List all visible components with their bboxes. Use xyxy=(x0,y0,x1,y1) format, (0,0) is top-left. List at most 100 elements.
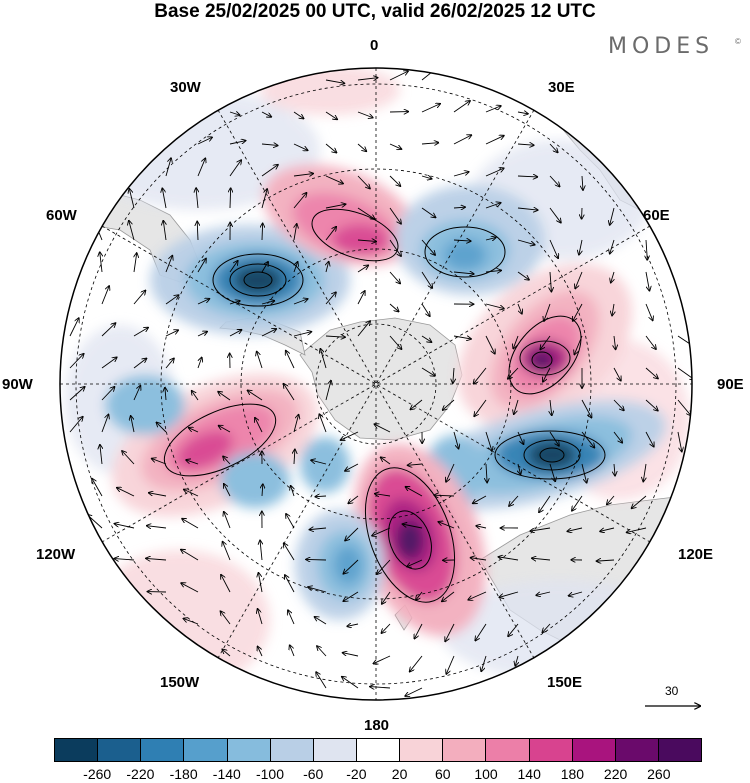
wind-vector-arrow xyxy=(582,175,583,190)
wind-vector-arrow xyxy=(221,575,231,593)
wind-vector-arrow xyxy=(514,399,519,414)
wind-vector-arrow xyxy=(134,253,137,273)
wind-vector-arrow xyxy=(306,559,327,560)
wind-vector-arrow xyxy=(133,386,140,401)
wind-vector-arrow xyxy=(182,519,199,529)
wind-vector-arrow xyxy=(325,292,336,305)
wind-vector-arrow xyxy=(196,188,198,209)
wind-vector-arrow xyxy=(357,240,376,241)
anomaly-patch xyxy=(396,520,424,560)
wind-vector-arrow xyxy=(181,583,199,593)
wind-vector-arrow xyxy=(288,610,295,625)
colorbar-label: -100 xyxy=(255,766,285,782)
wind-vector-arrow xyxy=(69,318,79,337)
wind-vector-arrow xyxy=(453,207,465,208)
colorbar-swatch xyxy=(184,739,228,761)
anomaly-patch xyxy=(220,452,290,508)
wind-vector-arrow xyxy=(677,399,691,415)
wind-vector-arrow xyxy=(421,207,435,217)
anomaly-patch xyxy=(530,350,554,370)
wind-vector-arrow xyxy=(152,459,167,465)
colorbar-label: 100 xyxy=(474,766,498,782)
contour-line xyxy=(539,447,565,463)
wind-vector-arrow xyxy=(293,415,299,433)
wind-vector-arrow xyxy=(101,387,114,401)
wind-vector-arrow xyxy=(421,271,432,288)
wind-vector-arrow xyxy=(117,488,135,497)
wind-vector-arrow xyxy=(317,646,327,657)
wind-vector-arrow xyxy=(189,428,199,433)
wind-vector-arrow xyxy=(284,543,295,561)
wind-vector-arrow xyxy=(405,487,423,497)
wind-vector-arrow xyxy=(192,391,199,401)
wind-vector-arrow xyxy=(499,591,519,597)
wind-vector-arrow xyxy=(421,176,432,179)
wind-vector-arrow xyxy=(197,222,198,241)
wind-vector-arrow xyxy=(389,207,401,224)
wind-vector-arrow xyxy=(403,524,423,529)
wind-vector-arrow xyxy=(677,431,682,451)
wind-vector-arrow xyxy=(438,522,455,529)
wind-vector-arrow xyxy=(549,463,555,481)
wind-vector-arrow xyxy=(485,168,504,177)
anomaly-patch xyxy=(260,68,400,115)
wind-vector-arrow xyxy=(315,496,327,497)
colorbar-swatch xyxy=(270,739,314,761)
wind-vector-arrow xyxy=(408,464,423,465)
wind-vector-arrow xyxy=(101,286,109,305)
wind-vector-arrow xyxy=(579,239,582,255)
wind-vector-arrow xyxy=(197,332,207,337)
wind-vector-arrow xyxy=(597,560,615,561)
anomaly-patch xyxy=(527,440,577,470)
wind-vector-arrow xyxy=(101,357,117,369)
wind-vector-arrow xyxy=(147,526,167,528)
wind-vector-arrow xyxy=(607,495,615,504)
wind-vector-arrow xyxy=(613,367,621,381)
colorbar-label: -260 xyxy=(83,766,112,782)
wind-vector-arrow xyxy=(325,381,331,401)
wind-vector-arrow xyxy=(69,387,85,401)
wind-vector-arrow xyxy=(261,301,274,304)
longitude-label-60e: 60E xyxy=(643,207,670,224)
wind-vector-arrow xyxy=(115,524,135,529)
wind-vector-arrow xyxy=(421,303,430,316)
wind-vector-arrow xyxy=(646,239,647,260)
wind-vector-arrow xyxy=(345,463,359,471)
antarctica-land xyxy=(299,317,463,441)
wind-vector-arrow xyxy=(261,329,276,337)
latitude-circle xyxy=(75,83,677,685)
wind-vector-arrow xyxy=(258,647,263,657)
wind-vector-arrow xyxy=(285,575,295,593)
latitude-circle xyxy=(315,323,437,445)
wind-vector-arrow xyxy=(357,143,366,151)
wind-vector-arrow xyxy=(518,463,521,474)
wind-vector-arrow xyxy=(549,239,558,258)
colorbar-label: 140 xyxy=(517,766,541,782)
contour-line xyxy=(243,271,273,289)
wind-vector-arrow xyxy=(549,143,558,152)
wind-vector-arrow xyxy=(416,591,423,600)
wind-vector-arrow xyxy=(645,303,653,320)
anomaly-patch xyxy=(333,545,363,585)
wind-vector-arrow xyxy=(357,321,370,337)
wind-vector-arrow xyxy=(229,160,241,177)
colorbar-swatch xyxy=(486,739,530,761)
wind-vector-arrow xyxy=(645,431,654,447)
wind-vector-arrow xyxy=(473,495,487,503)
wind-vector-arrow xyxy=(485,106,501,113)
wind-vector-arrow xyxy=(343,591,359,601)
contour-line xyxy=(494,430,606,480)
wind-vector-arrow xyxy=(293,111,304,119)
wind-vector-arrow xyxy=(645,399,658,411)
colorbar-label: -20 xyxy=(346,766,367,782)
wind-vector-arrow xyxy=(544,303,551,321)
wind-vector-arrow xyxy=(610,207,615,225)
wind-vector-arrow xyxy=(320,349,327,369)
wind-vector-arrow xyxy=(341,431,359,440)
wind-vector-arrow xyxy=(325,204,345,209)
wind-vector-arrow xyxy=(542,623,551,632)
wind-vector-arrow xyxy=(567,527,583,531)
longitude-label-0: 0 xyxy=(370,37,379,54)
contour-line xyxy=(163,403,277,477)
wind-vector-arrow xyxy=(129,189,135,209)
